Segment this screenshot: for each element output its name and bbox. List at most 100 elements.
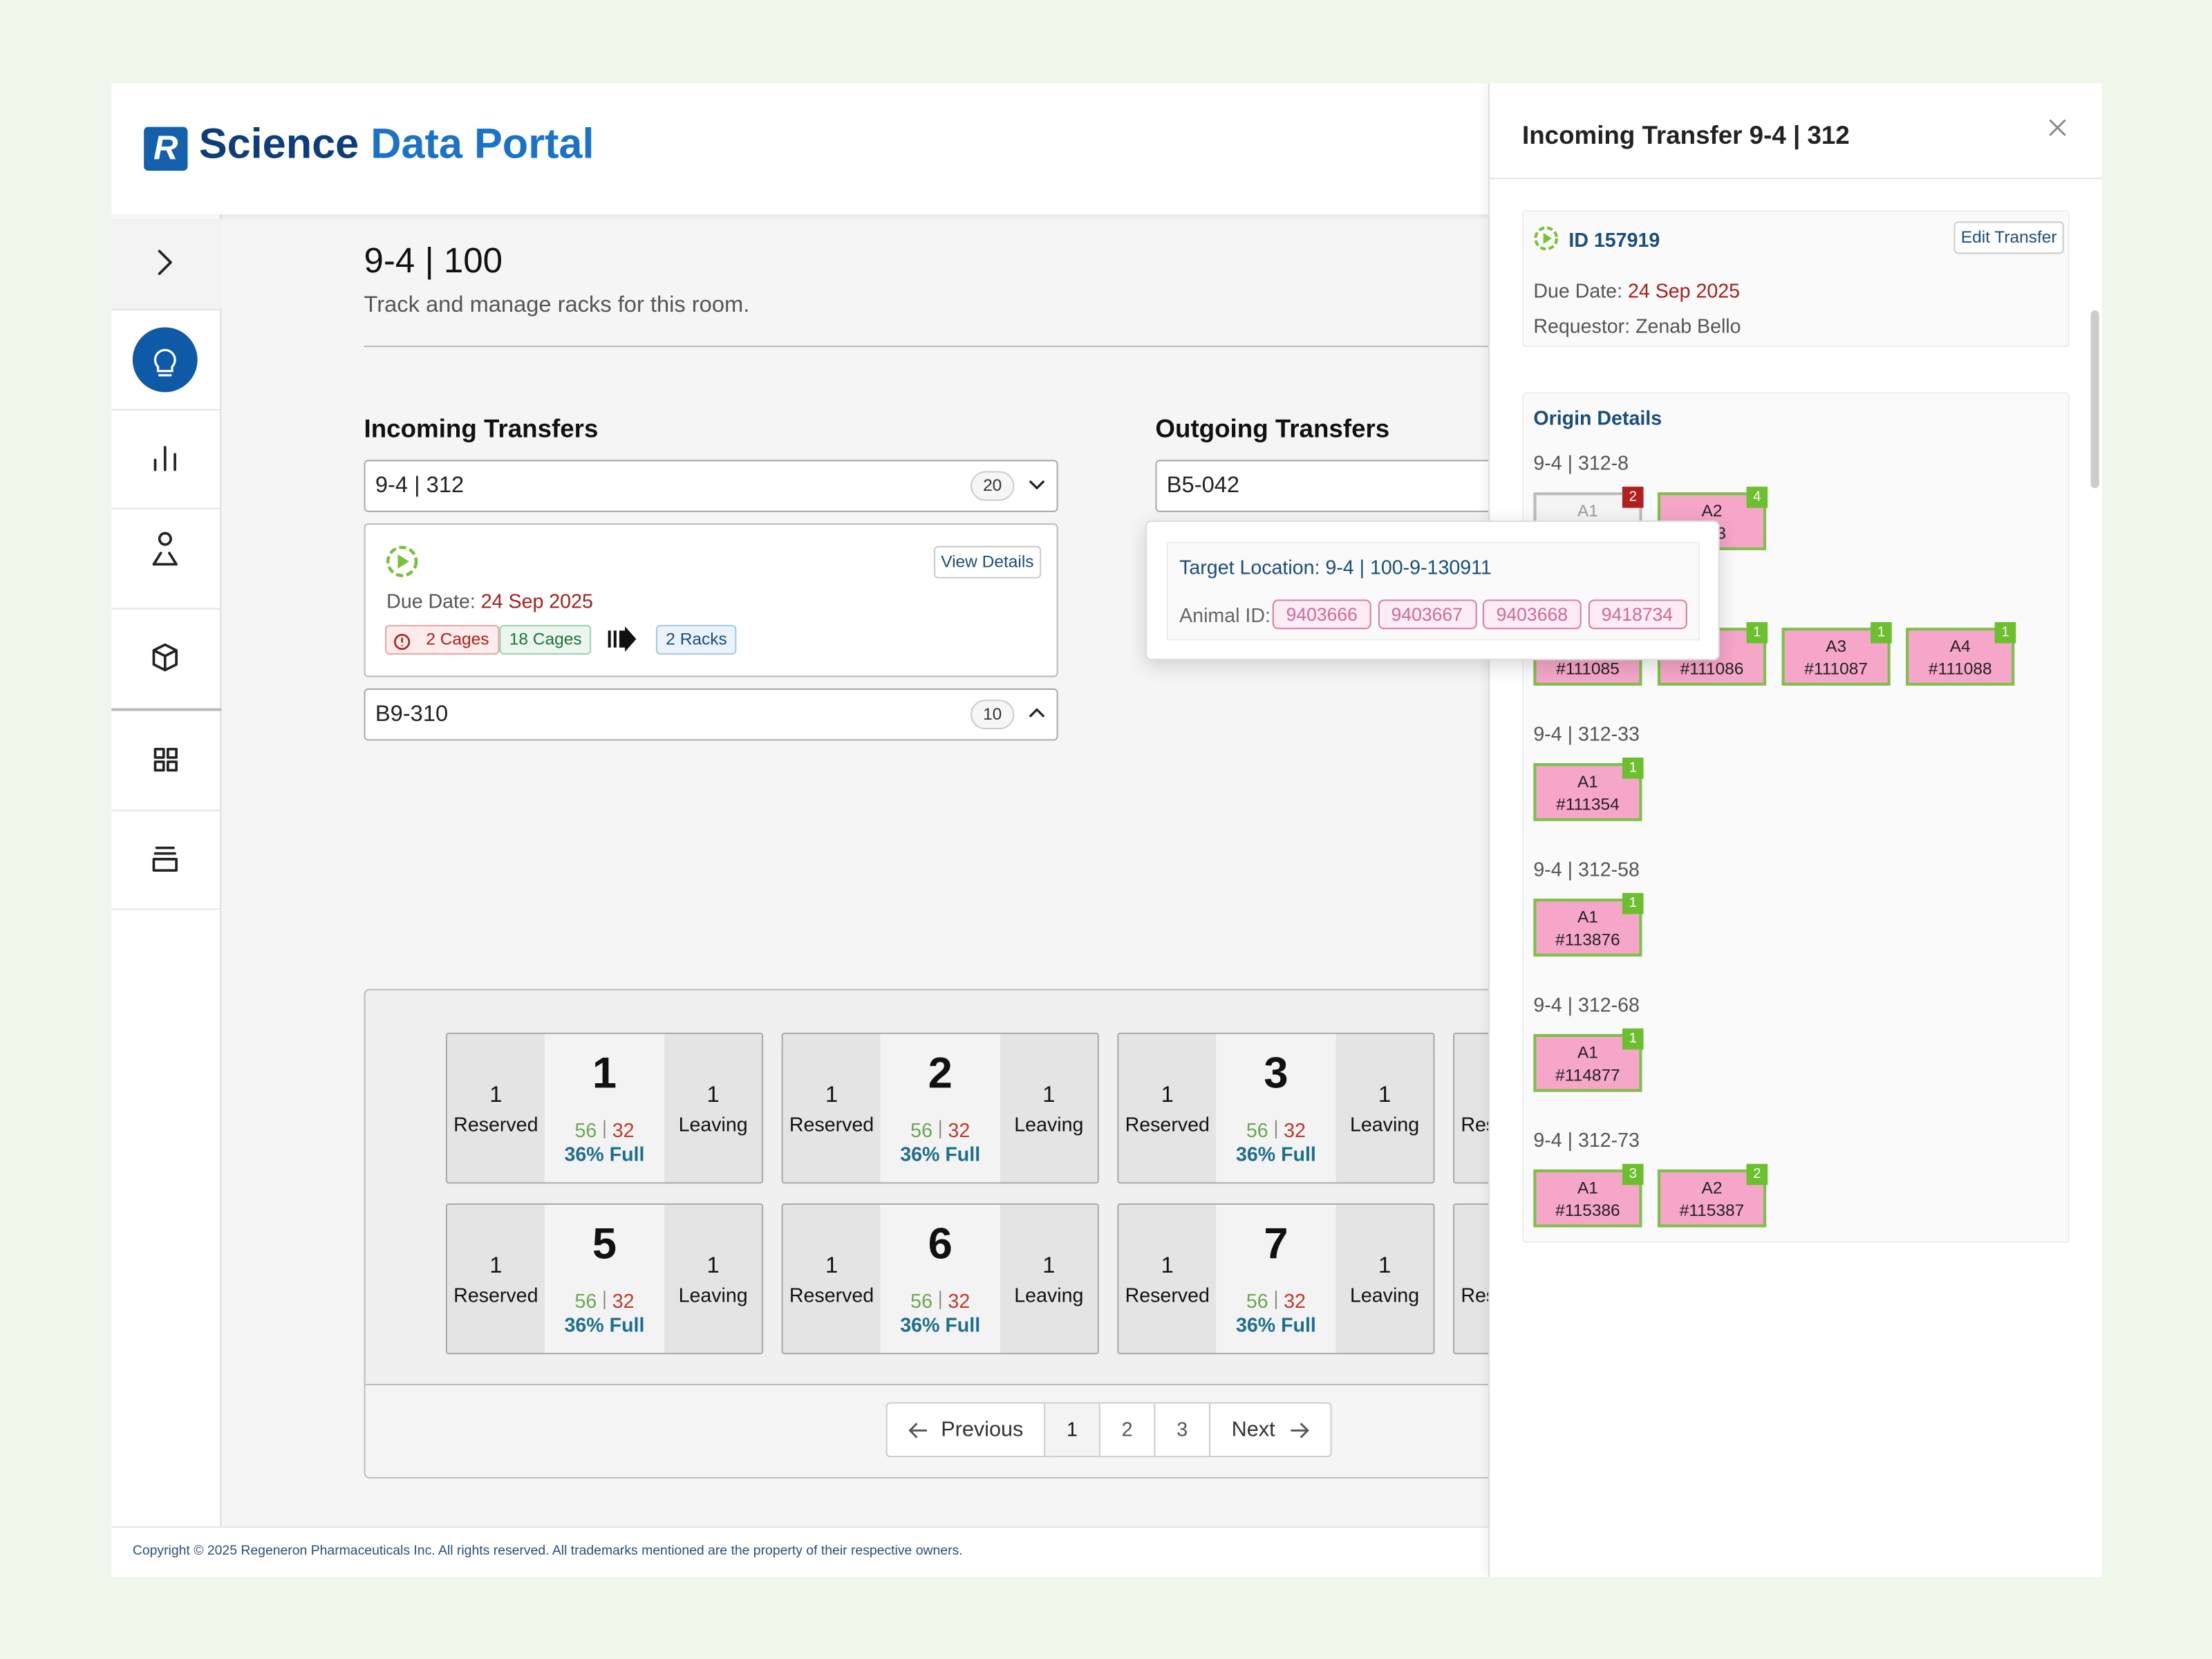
rack-card[interactable]: 1 Reserved 2 56 32 36% Full 1 Leaving [781, 1032, 1099, 1184]
title-divider [364, 345, 1634, 348]
due-date: Due Date: 24 Sep 2025 [386, 590, 593, 612]
cage[interactable]: A2 #115387 [1657, 1169, 1767, 1228]
rack-center [880, 1204, 1000, 1353]
panel-title: Incoming Transfer 9-4 | 312 [1522, 121, 1850, 150]
count-in: 56 [910, 1289, 932, 1312]
cage-id: #115386 [1555, 1200, 1620, 1221]
panel-divider [1490, 178, 2102, 180]
cage-id: #115387 [1679, 1200, 1745, 1221]
rack-card[interactable]: 1 Reserved 3 56 32 36% Full 1 Leaving [1117, 1032, 1435, 1184]
cage-badge: 3 [1622, 1163, 1644, 1185]
cage[interactable]: A1 #111354 [1533, 763, 1642, 821]
chevron [1027, 704, 1047, 731]
brand-name: Science Data Portal [199, 122, 594, 169]
pagination: Previous 1 2 3 Next [885, 1402, 1332, 1458]
count-in: 56 [574, 1118, 597, 1142]
count-sep [603, 1120, 606, 1138]
chip: 18 Cages [499, 625, 592, 655]
cage-position: A1 [1577, 907, 1598, 927]
arrow-left [907, 1421, 930, 1447]
group-label: 9-4 | 312-8 [1533, 451, 1629, 474]
cage-id: #111086 [1680, 659, 1744, 679]
target-location: Target Location: 9-4 | 100-9-130911 [1179, 556, 1492, 579]
cage[interactable]: A1 #115386 [1533, 1169, 1642, 1228]
count-in: 56 [1246, 1289, 1268, 1312]
sidebar [111, 214, 222, 1527]
count-out: 32 [612, 1118, 635, 1142]
count-out: 32 [948, 1118, 971, 1142]
previous-button[interactable]: Previous [888, 1403, 1046, 1456]
cage-badge: 1 [1622, 1028, 1644, 1050]
status-icon [1533, 226, 1559, 259]
sidebar-divider [111, 308, 222, 310]
count-badge: 10 [971, 700, 1015, 730]
cage-position: A2 [1701, 500, 1723, 521]
leaving-count: 1 [1378, 1254, 1391, 1278]
count-badge: 20 [971, 471, 1015, 501]
next-button[interactable]: Next [1210, 1404, 1332, 1456]
count-sep [1275, 1291, 1277, 1309]
cage-position: A2 [1701, 1178, 1723, 1198]
reserved-count: 1 [489, 1083, 503, 1108]
count-out: 32 [1284, 1118, 1306, 1142]
leaving-count: 1 [1378, 1083, 1391, 1108]
requestor: Requestor: Zenab Bello [1533, 315, 1741, 337]
rack-card[interactable]: 1 Reserved 5 56 32 36% Full 1 Leaving [445, 1203, 764, 1355]
rack-center [880, 1033, 1000, 1183]
next-label: Next [1231, 1418, 1275, 1442]
transfer-arrow [608, 626, 637, 659]
app-window: R Science Data Portal 9-4 | 100 Track and m… [111, 83, 2102, 1577]
dropdown[interactable]: B9-310 10 [364, 688, 1058, 741]
reserved-count: 1 [825, 1083, 838, 1108]
animal-chip: 9403668 [1482, 599, 1582, 630]
edit-transfer[interactable]: Edit Transfer [1953, 221, 2064, 254]
page-subtitle: Track and manage racks for this room. [364, 293, 750, 318]
sidebar-top [111, 218, 222, 309]
close-button[interactable] [2048, 118, 2067, 144]
count-in: 56 [574, 1289, 597, 1312]
due-label: Due Date: [1533, 279, 1623, 302]
rack-card[interactable]: 1 Reserved 6 56 32 36% Full 1 Leaving [781, 1203, 1099, 1355]
page-button[interactable]: 1 [1045, 1403, 1100, 1456]
rack-area: 1 Reserved 1 56 32 36% Full 1 Leaving 1 Reserved 2… [364, 988, 1634, 1479]
rack-number: 7 [1264, 1219, 1288, 1268]
rack-number: 5 [592, 1219, 617, 1268]
tooltip: Target Location: 9-4 | 100-9-130911 Anima… [1145, 521, 1720, 661]
sidebar-divider [111, 507, 222, 509]
dropdown[interactable]: 9-4 | 312 20 [364, 460, 1058, 512]
due-label: Due Date: [386, 590, 476, 612]
brand-first: Science [198, 121, 359, 168]
reserved-count: 1 [1161, 1083, 1174, 1108]
page-button[interactable]: 2 [1100, 1403, 1156, 1456]
leaving-label: Leaving [1014, 1284, 1084, 1306]
chevron [1027, 476, 1047, 503]
cage-badge: 2 [1746, 1163, 1768, 1185]
reserved-label: Reserved [789, 1113, 874, 1136]
fill-percent: 36% Full [900, 1313, 981, 1336]
animal-label: Animal ID: [1179, 603, 1271, 627]
rack-center [544, 1204, 665, 1353]
previous-label: Previous [941, 1418, 1024, 1442]
reserved-count: 1 [825, 1254, 838, 1278]
fill-percent: 36% Full [900, 1143, 981, 1165]
sidebar-divider [111, 708, 222, 711]
sidebar-divider [111, 409, 222, 411]
cage-id: #111087 [1804, 659, 1868, 679]
reserved-count: 1 [489, 1254, 503, 1278]
cage-position: A1 [1577, 500, 1598, 521]
logo: R [144, 126, 188, 171]
rack-card[interactable]: 1 Reserved 1 56 32 36% Full 1 Leaving [445, 1032, 764, 1184]
rack-center [544, 1033, 665, 1183]
leaving-label: Leaving [1349, 1284, 1420, 1306]
cage-position: A1 [1577, 771, 1598, 791]
cage-position: A1 [1577, 1042, 1598, 1062]
cage-badge: 2 [1622, 487, 1644, 508]
rack-card[interactable]: 1 Reserved 7 56 32 36% Full 1 Leaving [1117, 1203, 1435, 1355]
copyright: Copyright © 2025 Regeneron Pharmaceutica… [132, 1543, 963, 1559]
fill-percent: 36% Full [564, 1313, 645, 1336]
rack-number: 3 [1264, 1048, 1288, 1098]
page-button[interactable]: 3 [1155, 1403, 1211, 1456]
leaving-label: Leaving [1014, 1113, 1084, 1136]
view-details[interactable]: View Details [934, 545, 1041, 579]
